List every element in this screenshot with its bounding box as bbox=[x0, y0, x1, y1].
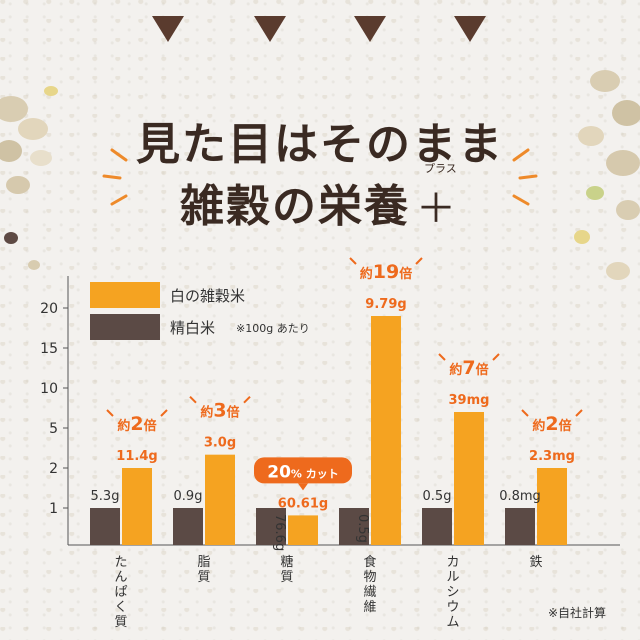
bar-grain-rice bbox=[122, 468, 152, 545]
data-label-grain-rice: 60.61g bbox=[278, 496, 328, 511]
callout-text: 約3倍 bbox=[200, 400, 239, 422]
data-label-white-rice: 5.3g bbox=[91, 489, 120, 504]
x-category-label: く bbox=[114, 600, 127, 615]
data-label-grain-rice: 2.3mg bbox=[529, 449, 575, 464]
footnote: ※自社計算 bbox=[547, 606, 606, 620]
y-tick-label: 15 bbox=[40, 341, 58, 357]
x-category-label: 繊 bbox=[363, 584, 376, 600]
data-label-grain-rice: 39mg bbox=[449, 393, 490, 408]
data-label-grain-rice: 3.0g bbox=[204, 436, 236, 451]
title-text: 雑穀の栄養 bbox=[180, 181, 410, 232]
x-category-label: ル bbox=[446, 570, 459, 585]
legend-note: ※100g あたり bbox=[236, 322, 310, 335]
callout-accent bbox=[106, 409, 114, 417]
callout-accent bbox=[492, 353, 500, 361]
x-category-label: 維 bbox=[363, 600, 376, 615]
callout-text: 約2倍 bbox=[117, 413, 156, 435]
down-arrow-icon bbox=[254, 16, 286, 42]
x-category-label: 質 bbox=[197, 570, 210, 585]
x-category-label: 脂 bbox=[197, 555, 210, 570]
legend-swatch-orange bbox=[90, 282, 160, 308]
x-category-label: ム bbox=[446, 615, 459, 630]
bar-white-rice bbox=[256, 508, 286, 545]
callout-accent bbox=[415, 257, 423, 265]
down-arrow-icon bbox=[454, 16, 486, 42]
bar-grain-rice bbox=[454, 412, 484, 545]
callout-text: 約2倍 bbox=[532, 413, 571, 435]
bar-grain-rice bbox=[537, 468, 567, 545]
plus-ruby: プラス bbox=[424, 162, 457, 175]
x-category-label: 鉄 bbox=[529, 555, 542, 570]
legend-swatch-brown bbox=[90, 314, 160, 340]
callout-text: 20% カット bbox=[267, 462, 339, 482]
y-tick-label: 20 bbox=[40, 301, 58, 317]
y-tick-label: 5 bbox=[49, 421, 58, 437]
y-tick-label: 10 bbox=[40, 381, 58, 397]
callout-accent bbox=[438, 353, 446, 361]
x-category-label: 物 bbox=[363, 570, 376, 585]
down-arrow-icon bbox=[354, 16, 386, 42]
legend-label-orange: 白の雑穀米 bbox=[170, 287, 245, 305]
x-category-label: 質 bbox=[114, 615, 127, 630]
callout-pointer bbox=[298, 483, 308, 491]
data-label-grain-rice: 11.4g bbox=[116, 449, 157, 464]
callout-accent bbox=[575, 409, 583, 417]
bar-grain-rice bbox=[371, 316, 401, 545]
callout-accent bbox=[160, 409, 168, 417]
x-category-label: ウ bbox=[446, 600, 459, 615]
callout-accent bbox=[521, 409, 529, 417]
bar-white-rice bbox=[173, 508, 203, 545]
data-label-white-rice: 0.8mg bbox=[499, 489, 541, 504]
callout-badge bbox=[254, 457, 352, 484]
callout-text: 約7倍 bbox=[449, 357, 488, 379]
x-category-label: カ bbox=[446, 555, 459, 570]
data-label-grain-rice: 9.79g bbox=[365, 297, 406, 312]
down-arrows bbox=[0, 16, 640, 46]
x-category-label: ん bbox=[114, 570, 127, 585]
y-tick-label: 1 bbox=[49, 501, 58, 517]
x-category-label: 食 bbox=[363, 554, 376, 570]
bar-white-rice bbox=[90, 508, 120, 545]
callout-accent bbox=[189, 395, 197, 404]
x-category-label: ぱ bbox=[114, 585, 127, 600]
bar-white-rice bbox=[422, 508, 452, 545]
bar-grain-rice bbox=[288, 515, 318, 545]
x-category-label: 質 bbox=[280, 570, 293, 585]
title-accent-lines bbox=[102, 148, 538, 206]
down-arrow-icon bbox=[152, 16, 184, 42]
data-label-white-rice: 0.5g bbox=[355, 514, 370, 543]
x-category-label: た bbox=[114, 555, 127, 570]
data-label-white-rice: 76.6g bbox=[272, 514, 287, 551]
callout-accent bbox=[243, 395, 251, 404]
data-label-white-rice: 0.5g bbox=[423, 489, 452, 504]
bar-grain-rice bbox=[205, 454, 235, 545]
x-category-label: 糖 bbox=[280, 554, 293, 570]
page-title-line2: 雑穀の栄養 bbox=[0, 170, 640, 234]
plus-symbol: ＋ bbox=[416, 186, 456, 232]
callout-text: 約19倍 bbox=[360, 261, 412, 283]
data-label-white-rice: 0.9g bbox=[174, 489, 203, 504]
page-title-line1: 見た目はそのまま bbox=[136, 119, 504, 170]
x-category-label: シ bbox=[446, 585, 459, 600]
legend-label-brown: 精白米 bbox=[170, 319, 215, 337]
bar-white-rice bbox=[505, 508, 535, 545]
y-tick-label: 2 bbox=[49, 461, 58, 477]
bar-white-rice bbox=[339, 508, 369, 545]
callout-accent bbox=[349, 257, 357, 265]
